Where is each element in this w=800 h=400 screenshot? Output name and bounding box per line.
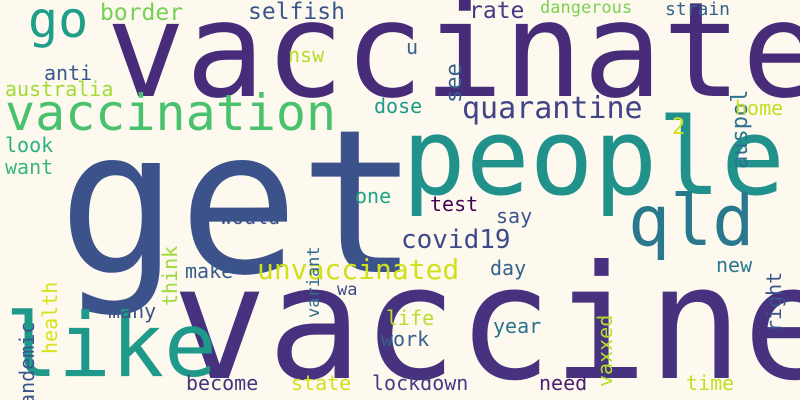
- word-get: get: [58, 87, 420, 320]
- word-pandemic: pandemic: [15, 321, 39, 400]
- word-selfish: selfish: [248, 0, 345, 25]
- word-state: state: [291, 371, 352, 395]
- word-test: test: [430, 192, 479, 216]
- word-need: need: [539, 371, 588, 395]
- word-unvaccinated: unvaccinated: [257, 253, 460, 286]
- word-dose: dose: [374, 94, 423, 118]
- word-work: work: [381, 327, 430, 351]
- word-vaccination: vaccination: [5, 84, 337, 142]
- word-think: think: [158, 245, 182, 306]
- word-like: like: [5, 294, 217, 397]
- word-dangerous: dangerous: [540, 0, 633, 18]
- word-border: border: [100, 0, 184, 26]
- word-australia: australia: [5, 77, 114, 101]
- word-time: time: [686, 371, 735, 395]
- word-year: year: [493, 314, 542, 338]
- word-become: become: [186, 371, 259, 395]
- word-vaccinate: vaccinate: [106, 0, 800, 128]
- word-2: 2: [672, 115, 686, 140]
- word-want: want: [5, 155, 54, 179]
- word-see: see: [442, 63, 467, 103]
- word-health: health: [38, 281, 62, 354]
- word-vaxxed: vaxxed: [593, 314, 617, 387]
- word-right: right: [762, 271, 786, 332]
- word-vaccine: vaccine: [172, 232, 800, 400]
- word-look: look: [5, 133, 54, 157]
- word-would: would: [220, 205, 281, 229]
- word-strain: strain: [665, 0, 731, 20]
- word-u: u: [406, 35, 419, 59]
- word-qld: qld: [628, 180, 755, 262]
- word-variant: variant: [304, 246, 324, 318]
- word-one: one: [355, 184, 392, 208]
- word-people: people: [402, 96, 785, 219]
- word-wa: wa: [337, 280, 358, 300]
- word-life: life: [386, 306, 435, 330]
- word-say: say: [496, 204, 533, 228]
- word-lockdown: lockdown: [372, 371, 469, 395]
- word-many: many: [108, 299, 157, 323]
- word-new: new: [716, 253, 753, 277]
- word-quarantine: quarantine: [462, 91, 643, 126]
- word-rate: rate: [469, 0, 525, 24]
- word-anti: anti: [44, 61, 93, 85]
- word-go: go: [28, 0, 89, 49]
- word-make: make: [185, 259, 234, 283]
- word-home: home: [735, 96, 784, 120]
- word-nsw: nsw: [288, 43, 325, 67]
- word-covid19: covid19: [401, 225, 511, 255]
- word-day: day: [490, 256, 527, 280]
